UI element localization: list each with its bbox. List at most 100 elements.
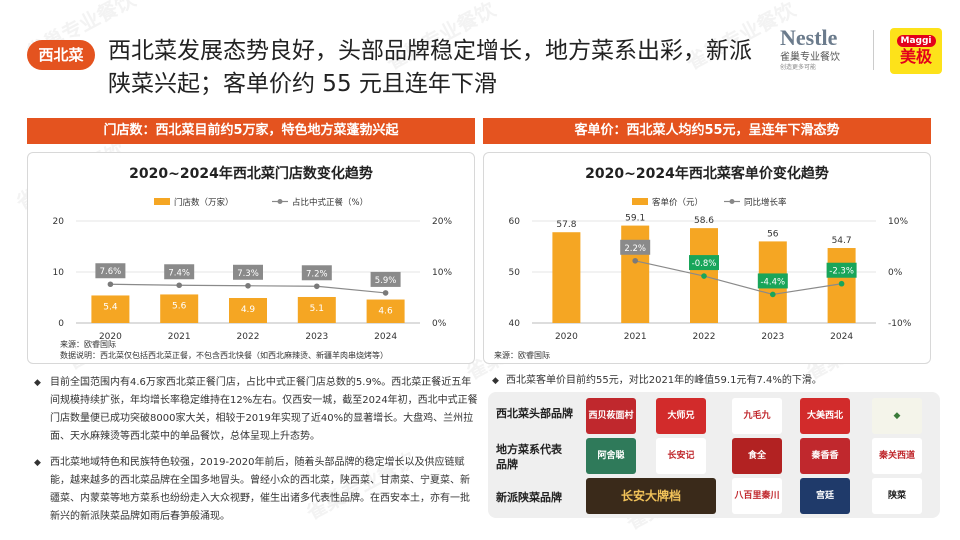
- bar-value-label: 5.1: [310, 304, 324, 314]
- line-point: [107, 281, 114, 288]
- x-tick-label: 2020: [99, 332, 122, 342]
- bullet-text: 西北菜地域特色和民族特色较强，2019-2020年前后，随着头部品牌的稳定增长以…: [34, 454, 479, 526]
- left-section-title: 门店数：西北菜目前约5万家，特色地方菜蓬勃兴起: [27, 118, 475, 144]
- page-title: 西北菜发展态势良好，头部品牌稳定增长，地方菜系出彩，新派陕菜兴起；客单价约 55…: [108, 38, 752, 97]
- legend-swatch-bar: [154, 198, 170, 205]
- y-tick-label-left: 50: [509, 268, 521, 278]
- bar-value-label: 5.6: [172, 301, 187, 311]
- bar: [91, 295, 130, 323]
- x-tick-label: 2024: [830, 332, 853, 342]
- line-value-label: -4.4%: [760, 277, 785, 287]
- brand-logo: 九毛九: [732, 398, 782, 434]
- legend-marker-line: [277, 199, 283, 204]
- y-tick-label-left: 10: [53, 268, 65, 278]
- brand-logo: 长安记: [656, 438, 706, 474]
- bar: [160, 294, 199, 323]
- region-badge: 西北菜: [27, 40, 95, 70]
- line-label-box: [826, 262, 857, 278]
- chart-title: 2020~2024年西北菜门店数变化趋势: [129, 166, 373, 182]
- brand-logo: 大师兄: [656, 398, 706, 434]
- legend-label-line: 同比增长率: [744, 197, 787, 208]
- line-point: [770, 291, 776, 298]
- brand-logo: 长安大牌档: [586, 478, 716, 514]
- brand-row-label: 地方菜系代表品牌: [496, 443, 562, 471]
- line-label-box: [689, 255, 719, 271]
- store-count-chart-panel: 2020~2024年西北菜门店数变化趋势 门店数（万家） 占比中式正餐（%） 0 10…: [27, 152, 475, 364]
- bar-value-label: 4.9: [241, 305, 256, 315]
- line-value-label: 7.4%: [168, 268, 190, 278]
- series-line: [635, 260, 842, 296]
- x-tick-label: 2021: [168, 332, 191, 342]
- y-tick-label-left: 20: [53, 217, 65, 227]
- line-value-label: 2.2%: [624, 244, 646, 254]
- bar-value-label: 4.6: [378, 307, 393, 317]
- maggi-logo: Maggi 美极: [890, 28, 942, 74]
- price-bullet: 西北菜客单价目前约55元，对比2021年的峰值59.1元有7.4%的下滑。: [492, 374, 932, 388]
- line-point: [838, 280, 845, 287]
- y-tick-label-right: 0%: [432, 319, 447, 329]
- x-tick-label: 2020: [555, 332, 578, 342]
- chart-title: 2020~2024年西北菜客单价变化趋势: [585, 166, 829, 182]
- legend-swatch-bar: [632, 198, 648, 205]
- brand-logo: 食全: [732, 438, 782, 474]
- chart-note: 数据说明：西北菜仅包括西北菜正餐，不包含西北快餐（如西北麻辣烫、新疆羊肉串烧烤等…: [60, 351, 388, 360]
- brand-logo: 秦香香: [800, 438, 850, 474]
- line-label-box: [95, 263, 126, 279]
- price-chart: 客单价（元） 同比增长率 40 50 60 -10% 0% 10% 57.8 2020 59.1 20…: [509, 197, 912, 342]
- line-point: [176, 282, 182, 289]
- line-value-label: 7.2%: [306, 269, 328, 279]
- line-point: [382, 290, 389, 296]
- bar-value-label: 5.4: [103, 302, 118, 312]
- line-point: [245, 282, 251, 289]
- line-label-box: [620, 239, 651, 255]
- line-label-box: [370, 271, 401, 287]
- nestle-logo-sub: 雀巢专业餐饮: [780, 52, 840, 63]
- brand-panel: 西北菜头部品牌 地方菜系代表品牌 新派陕菜品牌 西贝莜面村 大师兄 九毛九 大美…: [488, 392, 940, 518]
- left-bullets: 目前全国范围内有4.6万家西北菜正餐门店，占比中式正餐门店总数的5.9%。西北菜…: [34, 374, 479, 534]
- x-tick-label: 2023: [305, 332, 328, 342]
- y-tick-label-left: 40: [509, 319, 521, 329]
- line-label-box: [233, 264, 263, 280]
- maggi-logo-tag: Maggi: [896, 35, 936, 47]
- x-tick-label: 2022: [693, 332, 716, 342]
- line-value-label: 7.6%: [100, 267, 122, 277]
- bullet-text: 目前全国范围内有4.6万家西北菜正餐门店，占比中式正餐门店总数的5.9%。西北菜…: [34, 374, 479, 446]
- brand-logo: 八百里秦川: [732, 478, 782, 514]
- line-value-label: -2.3%: [829, 267, 854, 277]
- y-tick-label-right: -10%: [888, 319, 912, 329]
- chart-source: 来源：欧睿国际: [60, 340, 116, 349]
- logo-divider: [873, 30, 874, 70]
- brand-logo: 大美西北: [800, 398, 850, 434]
- brand-logo: 秦关西道: [872, 438, 922, 474]
- legend-label-bar: 客单价（元）: [652, 197, 703, 208]
- price-chart-panel: 2020~2024年西北菜客单价变化趋势 客单价（元） 同比增长率 40 50 60 -1…: [483, 152, 931, 364]
- bar-value-label: 54.7: [832, 236, 852, 246]
- line-value-label: 7.3%: [237, 269, 259, 279]
- x-tick-label: 2024: [374, 332, 397, 342]
- right-section-title: 客单价：西北菜人均约55元，呈连年下滑态势: [483, 118, 931, 144]
- legend-label-line: 占比中式正餐（%）: [292, 197, 368, 208]
- y-tick-label-right: 10%: [888, 217, 908, 227]
- maggi-logo-name: 美极: [899, 47, 932, 66]
- bar-value-label: 57.8: [556, 220, 576, 230]
- y-tick-label-left: 60: [509, 217, 521, 227]
- brand-logo: 宫廷: [800, 478, 850, 514]
- y-tick-label-right: 0%: [888, 268, 903, 278]
- y-tick-label-right: 10%: [432, 268, 452, 278]
- legend-label-bar: 门店数（万家）: [174, 197, 234, 208]
- bar: [297, 296, 336, 323]
- bar-value-label: 58.6: [694, 216, 714, 226]
- legend-marker-line: [729, 199, 735, 204]
- y-tick-label-right: 20%: [432, 217, 452, 227]
- bar-value-label: 56: [767, 229, 779, 239]
- line-label-box: [164, 264, 195, 280]
- brand-row-label: 新派陕菜品牌: [496, 491, 562, 504]
- x-tick-label: 2022: [237, 332, 260, 342]
- brand-logo: 西贝莜面村: [586, 398, 636, 434]
- line-value-label: -0.8%: [692, 259, 717, 269]
- nestle-logo: Nestle 雀巢专业餐饮 创造更多可能: [780, 26, 860, 76]
- store-count-chart: 门店数（万家） 占比中式正餐（%） 0 10 20 0% 10% 20% 5.4 2020 5.6 2…: [53, 197, 453, 342]
- brand-row-label: 西北菜头部品牌: [496, 407, 573, 420]
- brand-logo: 阿舍聪: [586, 438, 636, 474]
- line-label-box: [757, 273, 788, 289]
